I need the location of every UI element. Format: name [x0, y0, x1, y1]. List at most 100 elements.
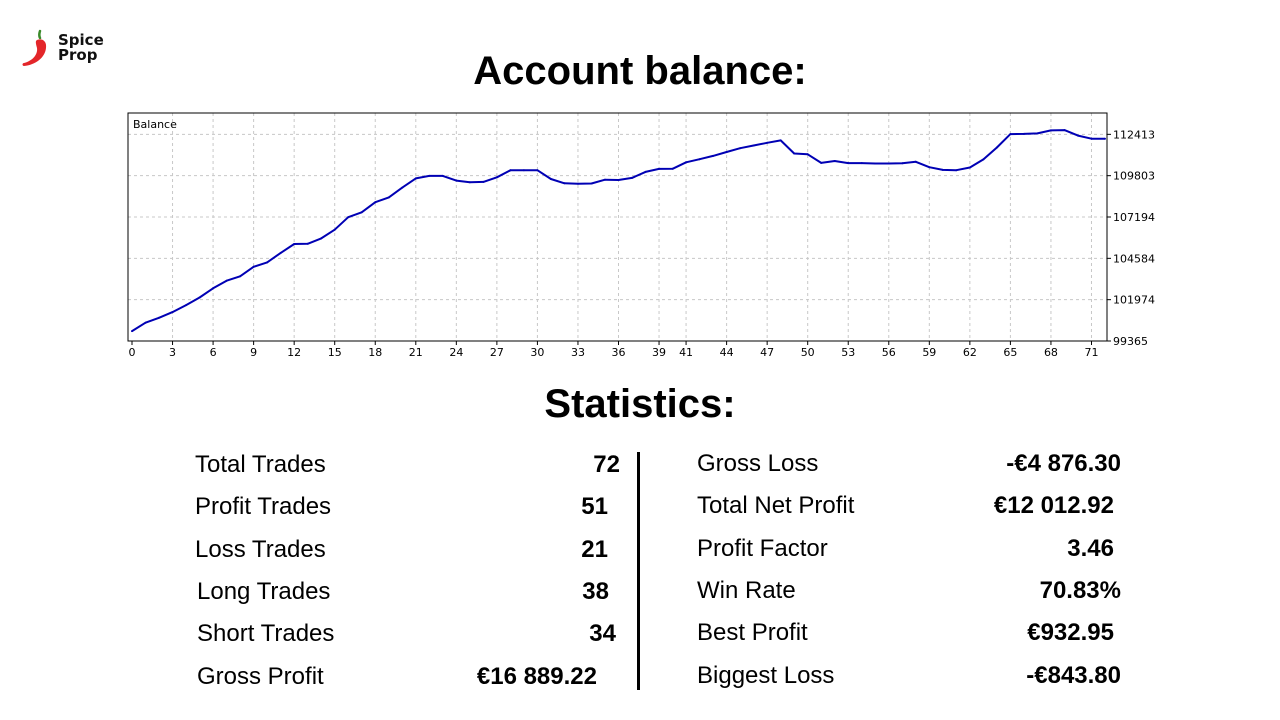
stat-label: Profit Trades: [195, 493, 332, 520]
balance-point: [360, 211, 363, 214]
stat-label: Gross Loss: [697, 450, 819, 477]
balance-point: [171, 311, 174, 314]
balance-point: [225, 279, 228, 282]
balance-point: [1036, 132, 1039, 135]
stat-label: Win Rate: [697, 577, 796, 604]
balance-point: [698, 158, 701, 161]
stat-value: €932.95: [1027, 619, 1114, 646]
balance-point: [495, 176, 498, 179]
x-tick-label: 65: [1003, 346, 1017, 359]
balance-point: [617, 179, 620, 181]
balance-point: [131, 330, 133, 333]
balance-point: [387, 196, 390, 199]
balance-point: [1077, 134, 1079, 137]
balance-point: [739, 147, 742, 150]
brand-logo: Spice Prop: [20, 28, 120, 70]
stat-label: Total Trades: [195, 451, 326, 478]
x-tick-label: 39: [652, 346, 666, 359]
balance-point: [779, 139, 782, 142]
y-tick-label: 112413: [1113, 128, 1155, 141]
x-tick-label: 47: [760, 346, 774, 359]
balance-point: [901, 162, 904, 165]
balance-point: [441, 174, 444, 177]
balance-point: [414, 177, 417, 180]
balance-point: [522, 169, 525, 172]
balance-point: [766, 141, 769, 144]
stat-label: Biggest Loss: [697, 662, 835, 689]
balance-point: [306, 242, 309, 245]
stat-value: 51: [581, 493, 608, 520]
balance-point: [482, 180, 485, 183]
x-tick-label: 50: [801, 346, 815, 359]
balance-point: [1009, 133, 1012, 136]
x-tick-label: 27: [490, 346, 504, 359]
stat-value: 72: [593, 451, 620, 478]
balance-point: [928, 166, 931, 169]
balance-point: [252, 265, 255, 268]
balance-point: [631, 176, 633, 179]
balance-point: [158, 316, 160, 319]
balance-point: [239, 275, 242, 278]
balance-point: [995, 146, 998, 149]
x-tick-label: 18: [368, 346, 382, 359]
balance-point: [793, 152, 796, 155]
stat-value: 34: [589, 620, 616, 647]
balance-point: [847, 162, 850, 165]
x-tick-label: 33: [571, 346, 585, 359]
balance-point: [671, 167, 674, 170]
y-tick-label: 109803: [1113, 170, 1155, 183]
x-tick-label: 0: [129, 346, 136, 359]
balance-point: [982, 158, 985, 161]
stat-label: Best Profit: [697, 619, 808, 646]
y-tick-label: 99365: [1113, 335, 1148, 348]
chili-pepper-icon: [22, 29, 47, 66]
balance-point: [144, 321, 147, 324]
balance-point: [266, 261, 269, 264]
balance-point: [712, 154, 715, 157]
stat-value: -€843.80: [1026, 662, 1121, 689]
balance-point: [468, 181, 471, 184]
balance-point: [860, 162, 863, 165]
stat-label: Short Trades: [197, 620, 335, 647]
balance-point: [563, 182, 566, 185]
brand-name-line1: Spice: [58, 31, 104, 49]
balance-point: [401, 186, 404, 189]
balance-point: [590, 182, 593, 185]
x-tick-label: 62: [963, 346, 977, 359]
x-tick-label: 71: [1084, 346, 1098, 359]
stats-divider: [637, 452, 640, 690]
y-tick-label: 104584: [1113, 252, 1155, 265]
chart-grid: [128, 113, 1107, 341]
balance-point: [658, 167, 660, 170]
balance-point: [279, 251, 282, 254]
balance-point: [333, 228, 336, 231]
balance-point: [198, 296, 201, 299]
stat-value: 70.83%: [1039, 577, 1121, 604]
balance-point: [887, 162, 890, 165]
balance-point: [509, 169, 512, 172]
balance-point: [1022, 132, 1025, 135]
statistics-heading: Statistics:: [544, 382, 736, 426]
stat-value: 21: [581, 536, 608, 563]
balance-point: [347, 216, 350, 219]
balance-point: [1049, 129, 1052, 132]
balance-point: [604, 178, 606, 181]
stat-label: Loss Trades: [195, 536, 326, 563]
account-balance-heading: Account balance:: [473, 49, 807, 93]
stat-label: Profit Factor: [697, 535, 828, 562]
x-tick-label: 12: [287, 346, 301, 359]
balance-point: [685, 161, 688, 164]
x-tick-label: 24: [449, 346, 463, 359]
balance-point: [1090, 137, 1093, 140]
balance-point: [1104, 137, 1106, 140]
brand-name-line2: Prop: [58, 46, 98, 64]
balance-point: [455, 179, 458, 182]
balance-point: [293, 243, 296, 245]
x-tick-label: 56: [882, 346, 896, 359]
stat-label: Total Net Profit: [697, 492, 855, 519]
balance-point: [833, 160, 836, 162]
balance-point: [968, 166, 971, 169]
x-tick-label: 3: [169, 346, 176, 359]
